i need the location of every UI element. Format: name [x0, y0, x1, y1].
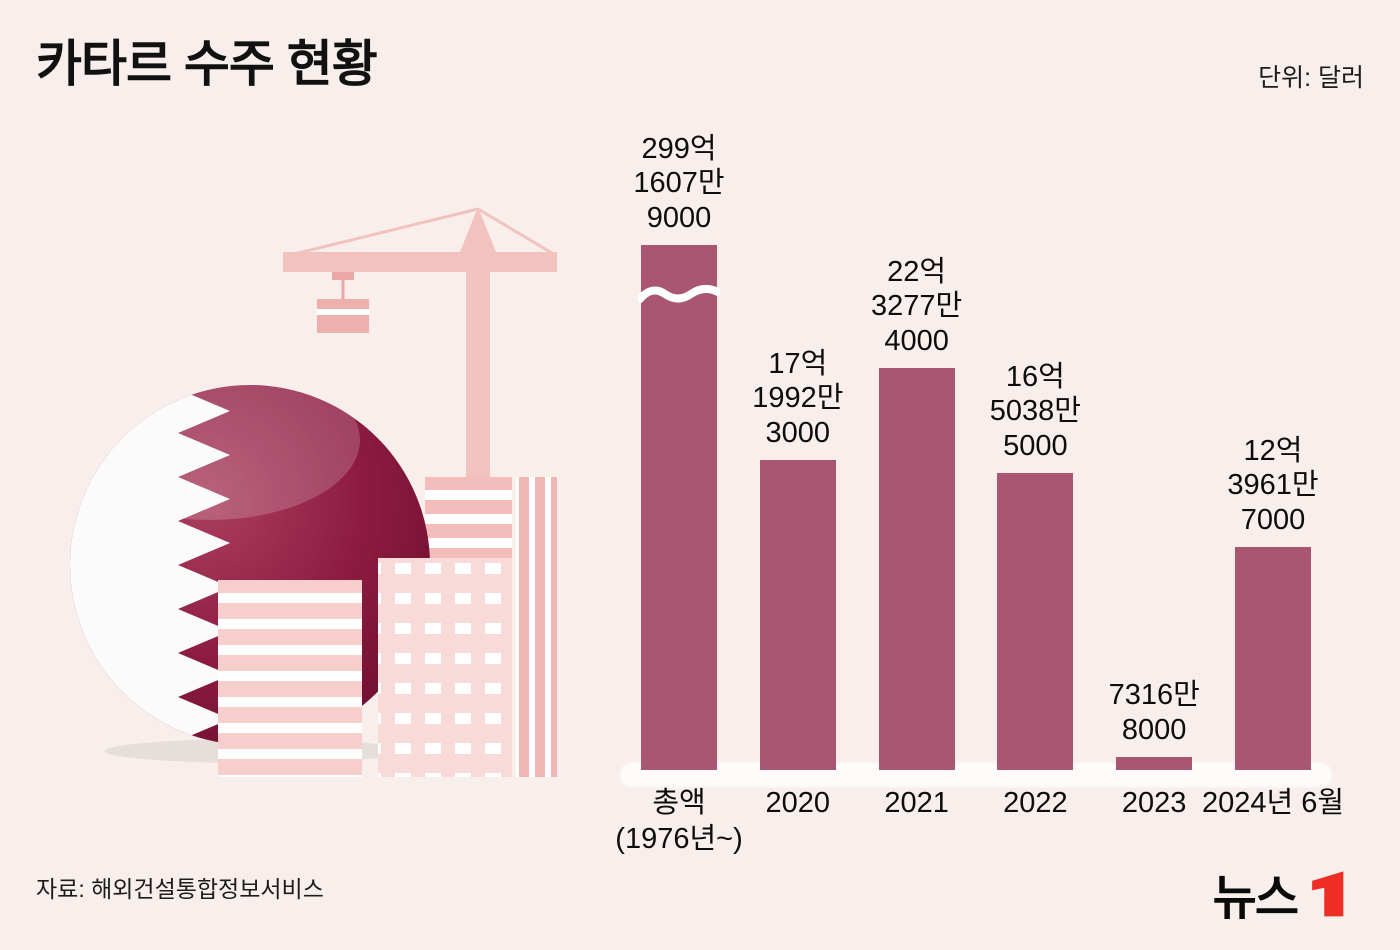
bar-value-label: 17억 1992만 3000	[752, 347, 844, 450]
building-front-center	[378, 558, 512, 777]
qatar-construction-illustration	[60, 195, 570, 787]
bar-category-label: 2021	[884, 787, 949, 819]
bar-category-label: 2023	[1121, 787, 1187, 819]
bar-stack: 7316만 8000	[1095, 130, 1213, 770]
building-front-left	[218, 580, 362, 777]
bar-stack: 22억 3277만 4000	[858, 130, 976, 770]
news1-logo-text: 뉴스	[1212, 872, 1299, 925]
unit-label: 단위: 달러	[1258, 64, 1364, 92]
crane-icon	[283, 207, 557, 489]
bar-stack: 17억 1992만 3000	[739, 130, 857, 770]
news1-logo-one-icon	[1312, 871, 1344, 917]
bar	[638, 245, 720, 770]
bar-group: 17억 1992만 3000 2020	[739, 130, 857, 865]
bar	[997, 473, 1074, 770]
bar-group: 7316만 8000 2023	[1095, 130, 1213, 865]
bar	[878, 368, 955, 770]
bar-category-label: 2024년 6월	[1201, 787, 1345, 819]
bar-value-label: 16억 5038만 5000	[989, 360, 1081, 463]
bar	[1116, 757, 1193, 770]
bar-value-label: 299억 1607만 9000	[633, 132, 725, 235]
bar-stack: 12억 3961만 7000	[1214, 130, 1332, 770]
bar-value-label: 7316만 8000	[1108, 679, 1200, 747]
source-label: 자료: 해외건설통합정보서비스	[36, 876, 324, 902]
bar	[1234, 547, 1311, 770]
bar-category-label: 2022	[1003, 787, 1068, 819]
bar-group: 299억 1607만 9000 총액 (1976년~)	[615, 130, 742, 865]
bar-stack: 16억 5038만 5000	[976, 130, 1094, 770]
bar-group: 22억 3277만 4000 2021	[858, 130, 976, 865]
news1-logo: 뉴스	[1213, 858, 1352, 928]
building-back-thin	[516, 477, 557, 777]
bar	[759, 460, 836, 770]
page-title: 카타르 수주 현황	[36, 36, 378, 92]
bar-category-label: 2020	[765, 787, 831, 819]
bar-category-label: 총액 (1976년~)	[615, 787, 743, 856]
bar-group: 16억 5038만 5000 2022	[976, 130, 1094, 865]
qatar-construction-graphic	[70, 207, 557, 777]
axis-break-icon	[638, 285, 720, 303]
bar-value-label: 12억 3961만 7000	[1227, 434, 1319, 537]
chart-floor-highlight	[620, 763, 1332, 787]
bar-group: 12억 3961만 7000 2024년 6월	[1202, 130, 1344, 865]
bar-stack: 299억 1607만 9000	[620, 130, 738, 770]
bar-value-label: 22억 3277만 4000	[870, 255, 963, 358]
bar-chart: 299억 1607만 9000 총액 (1976년~) 17억 1992만 3000 20…	[615, 130, 1344, 865]
